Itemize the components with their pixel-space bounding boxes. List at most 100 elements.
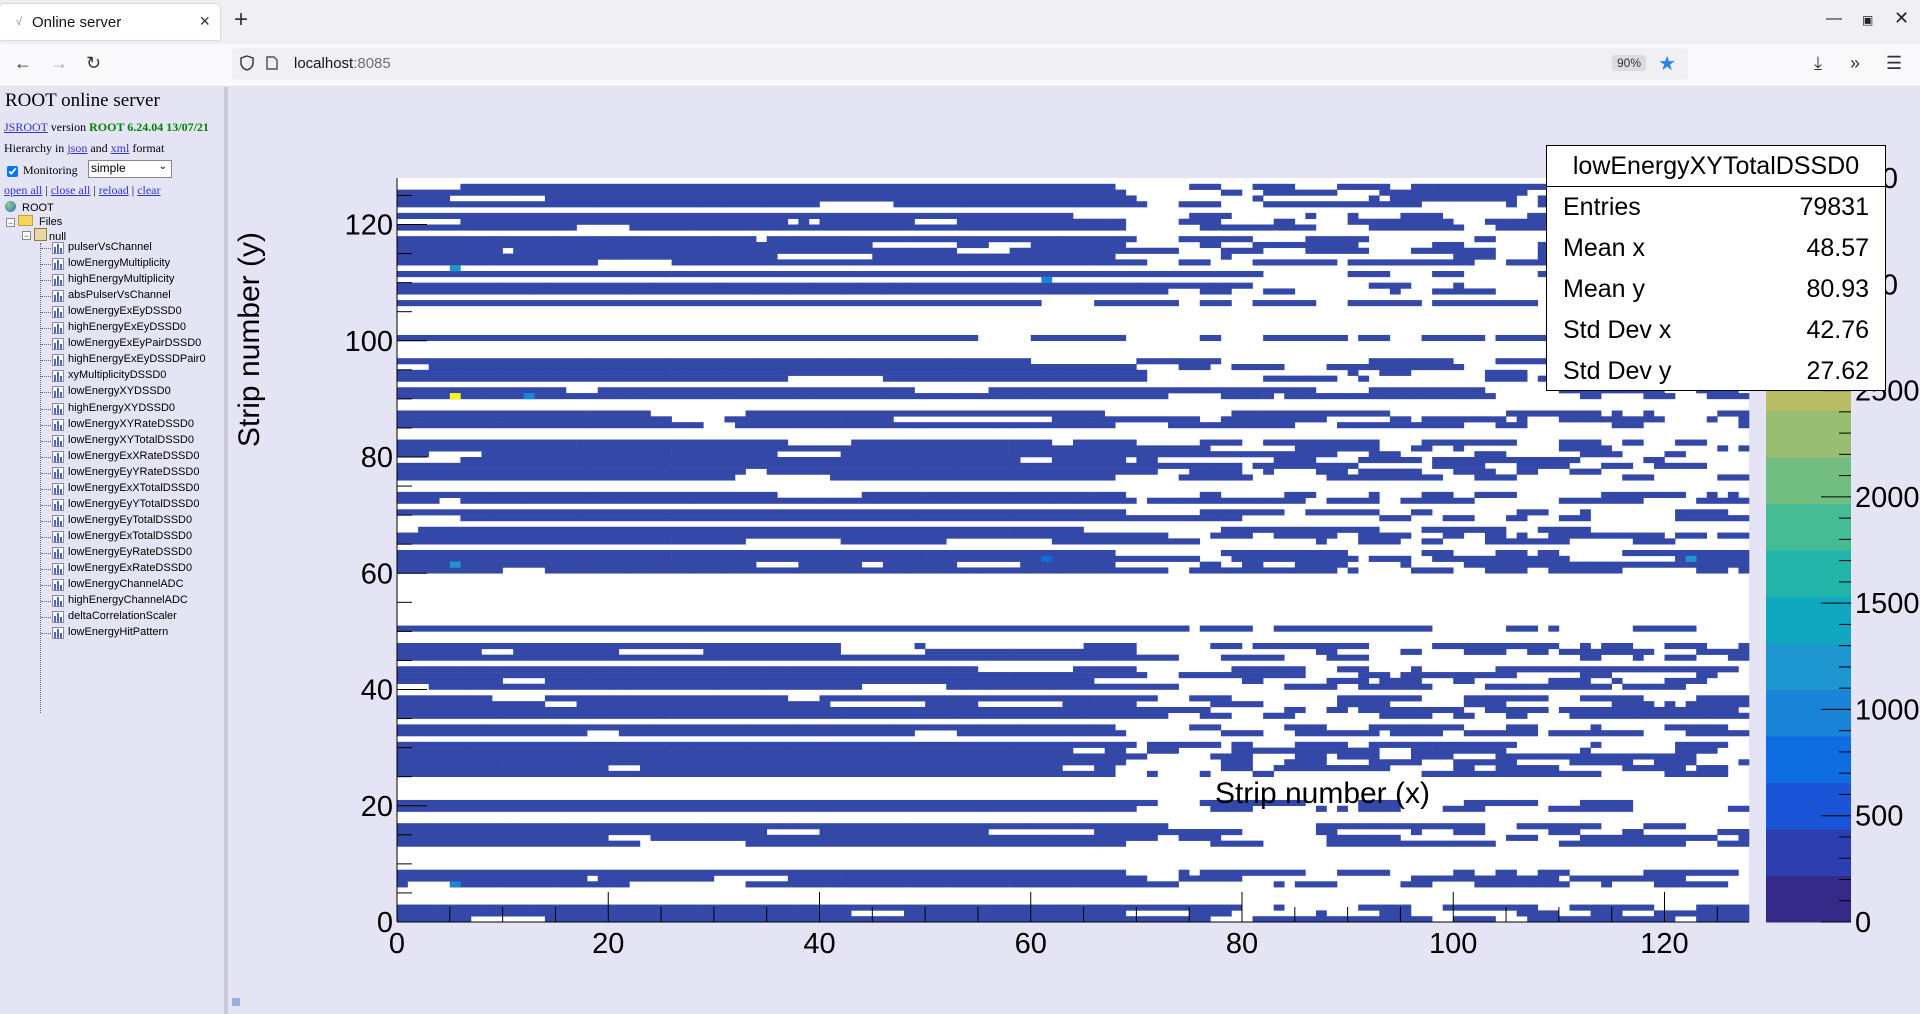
histogram-bin-run [502,445,514,452]
open-all-link[interactable]: open all [4,183,43,197]
tree-item-histogram[interactable]: lowEnergyExEyPairDSSD0 [68,337,202,350]
tree-item-histogram[interactable]: pulserVsChannel [68,241,152,253]
histogram-bin-run [1199,625,1211,632]
new-tab-icon[interactable]: + [234,6,249,33]
forward-icon[interactable]: → [50,53,68,73]
overflow-menu-icon[interactable]: » [1850,53,1861,73]
download-icon[interactable]: ⤓ [1814,53,1822,73]
tree-item-histogram[interactable]: highEnergyExEyDSSDPair0 [68,353,206,366]
xml-link[interactable]: xml [110,141,130,155]
histogram-bin-run [1030,364,1137,371]
tree-item-histogram[interactable]: deltaCorrelationScaler [68,610,177,623]
url-bar[interactable]: localhost:8085 90% ★ [232,48,1688,80]
tree-item-histogram[interactable]: lowEnergyExTotalDSSD0 [68,529,193,542]
monitoring-checkbox[interactable] [7,165,18,177]
tree-item-histogram[interactable]: lowEnergyExEyDSSD0 [68,305,182,318]
tree-item-histogram[interactable]: lowEnergyExXRateDSSD0 [68,449,200,462]
close-window-icon[interactable]: ✕ [1894,8,1910,28]
histogram-bin-run [798,567,905,574]
back-icon[interactable]: ← [14,53,32,73]
clear-link[interactable]: clear [137,183,161,197]
histogram-bin-run [766,666,789,673]
browser-tab[interactable]: √ Online server × [0,4,220,40]
histogram-bin-run [1041,282,1137,289]
jsroot-link[interactable]: JSROOT [4,120,48,134]
maximize-icon[interactable]: ▣ [1862,13,1874,27]
histogram-bin-run [1326,410,1370,417]
histogram-bin-run [397,747,461,754]
histogram-bin-run [787,457,852,464]
histogram-bin-run [1041,759,1053,766]
tree-item-histogram[interactable]: lowEnergyChannelADC [68,578,184,591]
tree-item-histogram[interactable]: xyMultiplicityDSSD0 [68,369,167,382]
histogram-bin-run [1337,422,1370,429]
tree-item-histogram[interactable]: highEnergyMultiplicity [68,273,175,286]
canvas-resize-handle[interactable] [232,998,240,1006]
histogram-bin-run [1294,259,1306,266]
histogram-bin-run [1411,747,1433,754]
histogram-bin-run [555,550,567,557]
histogram-bin-run [1210,840,1222,847]
tree-item-histogram[interactable]: lowEnergyMultiplicity [68,257,171,270]
tree-item-files[interactable]: Files [18,215,62,228]
histogram-bin-run [418,666,461,673]
histogram-bin-run [1220,654,1243,661]
histogram-bin-run [1389,422,1433,429]
histogram-bin-run [1263,393,1274,400]
stats-box[interactable]: lowEnergyXYTotalDSSD0 Entries 79831 Mean … [1546,145,1886,391]
tree-item-histogram[interactable]: lowEnergyXYTotalDSSD0 [68,433,194,446]
histogram-bin-run [1675,654,1697,661]
histogram-bin-run [1727,393,1750,400]
close-all-link[interactable]: close all [50,183,91,197]
tree-item-histogram[interactable]: lowEnergyExXTotalDSSD0 [68,481,200,494]
reload-link[interactable]: reload [98,183,129,197]
histogram-bin-run [492,288,535,295]
tree-item-histogram[interactable]: lowEnergyExRateDSSD0 [68,562,193,574]
tree-item-root[interactable]: ROOT [5,201,54,214]
histogram-bin-run [904,881,947,888]
tree-item-histogram[interactable]: lowEnergyXYRateDSSD0 [68,417,194,430]
histogram-bin-run [1326,201,1359,208]
histogram-bin-run [1273,422,1296,429]
tree-item-histogram[interactable]: lowEnergyEyYRateDSSD0 [68,465,200,478]
histogram-bin-run [1337,753,1380,760]
histogram-bin-run [1189,724,1222,731]
tree-item-histogram[interactable]: highEnergyExEyDSSD0 [68,321,187,334]
histogram-bin-run [418,654,514,661]
minimize-icon[interactable]: — [1826,10,1842,27]
histogram-bin-run [566,538,577,545]
reload-icon[interactable]: ↻ [86,53,102,73]
histogram-bin-run [766,201,820,208]
collapse-icon[interactable]: − [22,231,31,241]
tree-item-histogram[interactable]: highEnergyChannelADC [68,594,188,607]
histogram-bin-run [1115,869,1127,876]
histogram-bin-run [1685,712,1729,719]
collapse-icon[interactable]: − [6,218,15,228]
tree-item-histogram[interactable]: lowEnergyEyRateDSSD0 [68,545,193,558]
tree-item-histogram[interactable]: absPulserVsChannel [68,289,171,302]
histogram-bin-run [397,375,503,382]
histogram-bin-run [851,410,863,417]
panel-splitter[interactable] [224,87,228,1014]
zoom-level-badge[interactable]: 90% [1611,55,1646,71]
monitoring-mode-select[interactable]: simple ⌄ [88,160,172,178]
tree-item-histogram[interactable]: lowEnergyEyYTotalDSSD0 [68,497,200,510]
url-text[interactable]: localhost:8085 [294,55,391,72]
histogram-bin-run [534,410,577,417]
histogram-hot-bin [523,393,535,400]
json-link[interactable]: json [67,141,88,155]
tree-item-histogram[interactable]: lowEnergyHitPattern [68,626,169,639]
bookmark-star-icon[interactable]: ★ [1658,53,1676,75]
tree-item-histogram[interactable]: lowEnergyEyTotalDSSD0 [68,513,193,526]
tree-item-null[interactable]: null [34,228,66,243]
histogram-bin-run [1263,666,1306,673]
histogram-bin-run [671,271,767,278]
histogram-bin-run [555,834,598,841]
histogram-bin-run [1484,538,1517,545]
tree-item-histogram[interactable]: highEnergyXYDSSD0 [68,401,176,414]
hamburger-menu-icon[interactable]: ☰ [1886,53,1903,73]
tree-item-histogram[interactable]: lowEnergyXYDSSD0 [68,385,171,398]
histogram-bin-run [502,875,588,882]
close-tab-icon[interactable]: × [199,11,210,31]
